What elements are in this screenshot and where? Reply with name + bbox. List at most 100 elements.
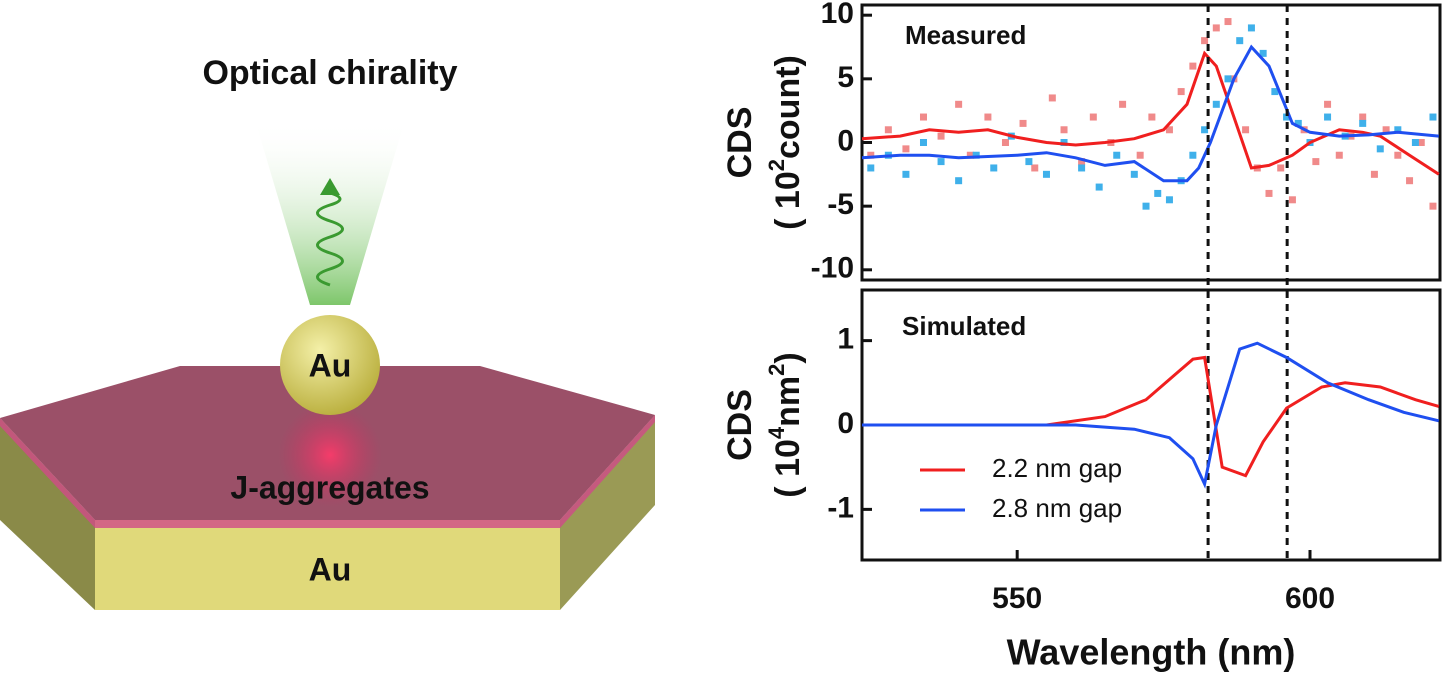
slab-left (0, 418, 95, 610)
y-unit-part: ( 10 (769, 171, 807, 230)
y-axis-title: CDS (721, 389, 759, 461)
scatter-point (867, 164, 875, 172)
base-label: Au (309, 551, 352, 587)
scatter-point (1089, 113, 1097, 121)
scatter-point (919, 139, 927, 146)
au-sphere (280, 315, 380, 415)
arrow-head (320, 178, 340, 195)
legend-label: 2.2 nm gap (992, 453, 1122, 483)
y-tick-label: 10 (821, 0, 854, 30)
legend-label: 2.8 nm gap (992, 493, 1122, 523)
y-tick-label: 0 (837, 124, 854, 157)
scatter-point (1113, 151, 1121, 159)
scatter-point (1236, 37, 1244, 45)
scatter-point (1259, 49, 1267, 57)
data-line (862, 341, 1440, 489)
scatter-point (1042, 170, 1050, 178)
scatter-point (1001, 139, 1009, 146)
scatter-point (966, 151, 974, 159)
slab-right (560, 415, 655, 610)
scatter-point (1031, 164, 1039, 172)
scatter-point (955, 100, 963, 108)
y-unit-part: ( 10 (769, 439, 807, 498)
scatter-point (1078, 158, 1086, 166)
scatter-point (937, 158, 945, 166)
scatter-point (1060, 126, 1068, 134)
scatter-point (1130, 170, 1138, 178)
data-line (861, 44, 1439, 183)
scatter-point (1335, 151, 1343, 159)
scatter-point (1277, 164, 1285, 172)
scatter-point (1247, 24, 1255, 32)
scatter-point (1411, 139, 1419, 146)
scatter-point (1119, 100, 1127, 108)
scatter-point (1288, 196, 1296, 204)
y-axis-unit: ( 104nm2) (764, 352, 807, 497)
scatter-point (1271, 88, 1279, 96)
scatter-point (1142, 202, 1150, 210)
scatter-point (867, 151, 875, 159)
x-axis-title: Wavelength (nm) (1007, 632, 1296, 673)
data-line (861, 50, 1440, 176)
scatter-point (1212, 24, 1220, 32)
scatter-point (1394, 151, 1402, 159)
panel-annotation: Simulated (902, 311, 1026, 341)
scatter-point (937, 132, 945, 140)
scatter-point (1382, 126, 1390, 134)
scatter-point (1025, 158, 1033, 166)
y-tick-label: -10 (811, 252, 854, 285)
y-tick-label: 0 (837, 407, 854, 440)
x-tick-label: 550 (992, 582, 1042, 615)
scatter-point (1148, 113, 1156, 121)
scatter-point (1224, 18, 1232, 26)
y-tick-label: 1 (837, 323, 854, 356)
y-axis-unit: ( 102count) (764, 55, 807, 230)
illustration-title: Optical chirality (202, 54, 457, 92)
image-charge (278, 403, 382, 507)
layer-label: J-aggregates (230, 469, 429, 505)
y-unit-part: 2 (764, 159, 789, 171)
y-tick-label: -5 (827, 188, 854, 221)
y-unit-part: 2 (764, 364, 789, 376)
scatter-point (1359, 113, 1367, 121)
scatter-point (1189, 62, 1197, 70)
scatter-point (884, 126, 892, 134)
scatter-point (1283, 113, 1291, 121)
panel-annotation: Measured (905, 20, 1026, 50)
scatter-point (1265, 189, 1273, 197)
scatter-point (984, 113, 992, 121)
scatter-point (1048, 94, 1056, 102)
scatter-point (902, 170, 910, 178)
scatter-point (1324, 113, 1332, 121)
scatter-point (1242, 126, 1250, 134)
scatter-point (1154, 189, 1162, 197)
wave (316, 191, 344, 287)
y-unit-part: nm (769, 376, 807, 427)
scatter-point (1212, 100, 1220, 108)
scatter-point (1370, 170, 1378, 178)
slab-front (95, 520, 560, 610)
scatter-point (1359, 119, 1367, 127)
scatter-point (1294, 119, 1302, 127)
illustration: Optical chirality Au J-aggregates Au (0, 54, 655, 610)
scatter-point (1201, 126, 1209, 134)
scatter-point (1136, 151, 1144, 159)
scatter-point (955, 177, 963, 185)
scatter-point (1177, 88, 1185, 96)
y-tick-label: -1 (827, 491, 854, 524)
scatter-point (1165, 196, 1173, 204)
scatter-point (1429, 202, 1437, 210)
scatter-point (1095, 183, 1103, 191)
scatter-point (1417, 139, 1425, 146)
data-line (862, 355, 1440, 478)
scatter-point (1165, 126, 1173, 134)
scatter-point (990, 164, 998, 172)
y-unit-part: count) (769, 55, 807, 159)
scatter-point (902, 145, 910, 153)
x-tick-label: 600 (1285, 582, 1335, 615)
light-cone (255, 120, 405, 305)
y-unit-part: 4 (764, 426, 789, 439)
scatter-point (919, 113, 927, 121)
scatter-point (1201, 37, 1209, 45)
